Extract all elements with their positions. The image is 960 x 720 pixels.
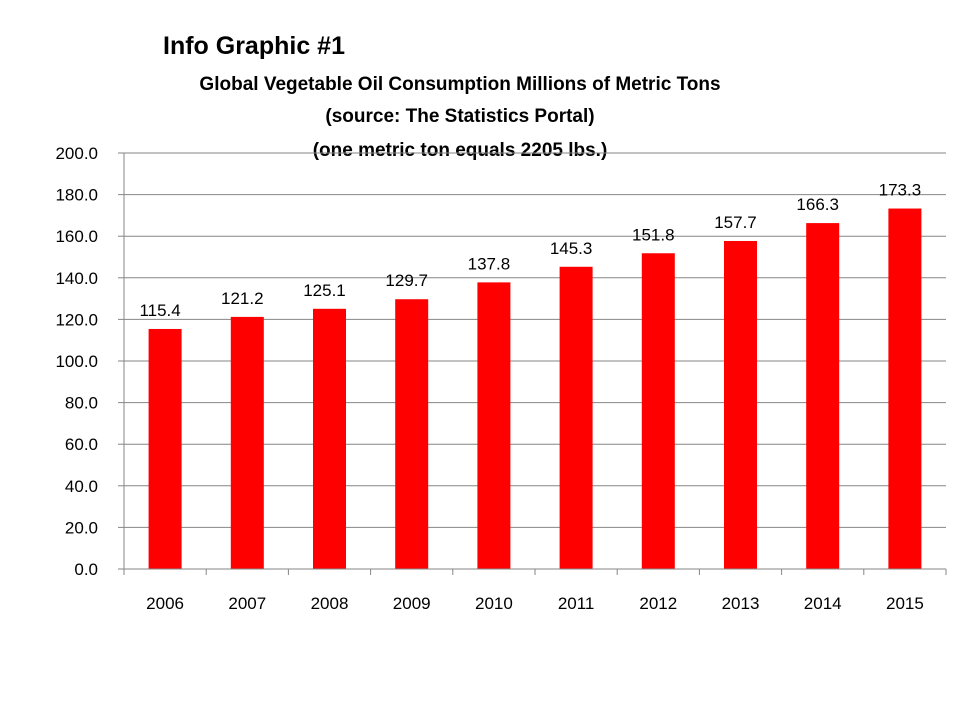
y-tick-label: 140.0 — [55, 269, 98, 288]
data-label: 121.2 — [221, 289, 264, 308]
bar — [148, 328, 182, 569]
chart-subtitle-note: (one metric ton equals 2205 lbs.) — [312, 140, 608, 161]
data-label: 173.3 — [879, 181, 922, 200]
chart-title: Global Vegetable Oil Consumption Million… — [199, 74, 721, 95]
y-tick-label: 160.0 — [55, 227, 98, 246]
data-label: 145.3 — [550, 239, 593, 258]
x-tick-label: 2013 — [722, 594, 760, 613]
y-tick-label: 120.0 — [55, 310, 98, 329]
y-tick-label: 200.0 — [55, 144, 98, 163]
x-tick-label: 2011 — [558, 594, 595, 613]
bar — [395, 299, 429, 569]
chart-subtitle-source: (source: The Statistics Portal) — [325, 106, 595, 127]
bar — [724, 240, 757, 569]
bar — [313, 308, 346, 569]
x-tick-label: 2014 — [804, 594, 842, 613]
y-tick-label: 180.0 — [55, 186, 98, 205]
data-label: 115.4 — [139, 301, 180, 320]
data-labels: 115.4 121.2 125.1 129.7 137.8 145.3 151.8 157.7… — [139, 181, 921, 320]
y-tick-label: 0.0 — [74, 560, 98, 579]
y-tick-label: 80.0 — [65, 394, 98, 413]
y-tick-label: 40.0 — [65, 477, 98, 496]
bar — [477, 282, 511, 569]
y-tick-label: 20.0 — [65, 518, 98, 537]
x-tick-label: 2008 — [311, 594, 349, 613]
data-label: 125.1 — [303, 281, 346, 300]
data-label: 151.8 — [632, 225, 675, 244]
bars — [148, 208, 922, 570]
data-label: 129.7 — [385, 271, 428, 290]
data-label: 137.8 — [468, 254, 511, 273]
x-axis-ticks: 2006 2007 2008 2009 2010 2011 2012 2013 2014 2015 — [123, 568, 947, 613]
x-tick-label: 2012 — [639, 594, 677, 613]
bar — [888, 208, 922, 569]
y-axis-ticks: 0.0 20.0 40.0 60.0 80.0 100.0 120.0 140.0 160.0 1… — [55, 144, 125, 579]
y-tick-label: 100.0 — [55, 352, 98, 371]
x-tick-label: 2010 — [475, 594, 513, 613]
bar — [641, 253, 675, 570]
x-tick-label: 2006 — [146, 594, 184, 613]
data-label: 157.7 — [714, 213, 757, 232]
y-tick-label: 60.0 — [65, 435, 98, 454]
bar — [806, 223, 840, 569]
x-tick-label: 2009 — [393, 594, 431, 613]
x-tick-label: 2007 — [228, 594, 266, 613]
page-heading: Info Graphic #1 — [163, 32, 345, 60]
x-tick-label: 2015 — [886, 594, 924, 613]
bar — [559, 266, 593, 569]
data-label: 166.3 — [796, 195, 839, 214]
bar — [230, 316, 264, 569]
